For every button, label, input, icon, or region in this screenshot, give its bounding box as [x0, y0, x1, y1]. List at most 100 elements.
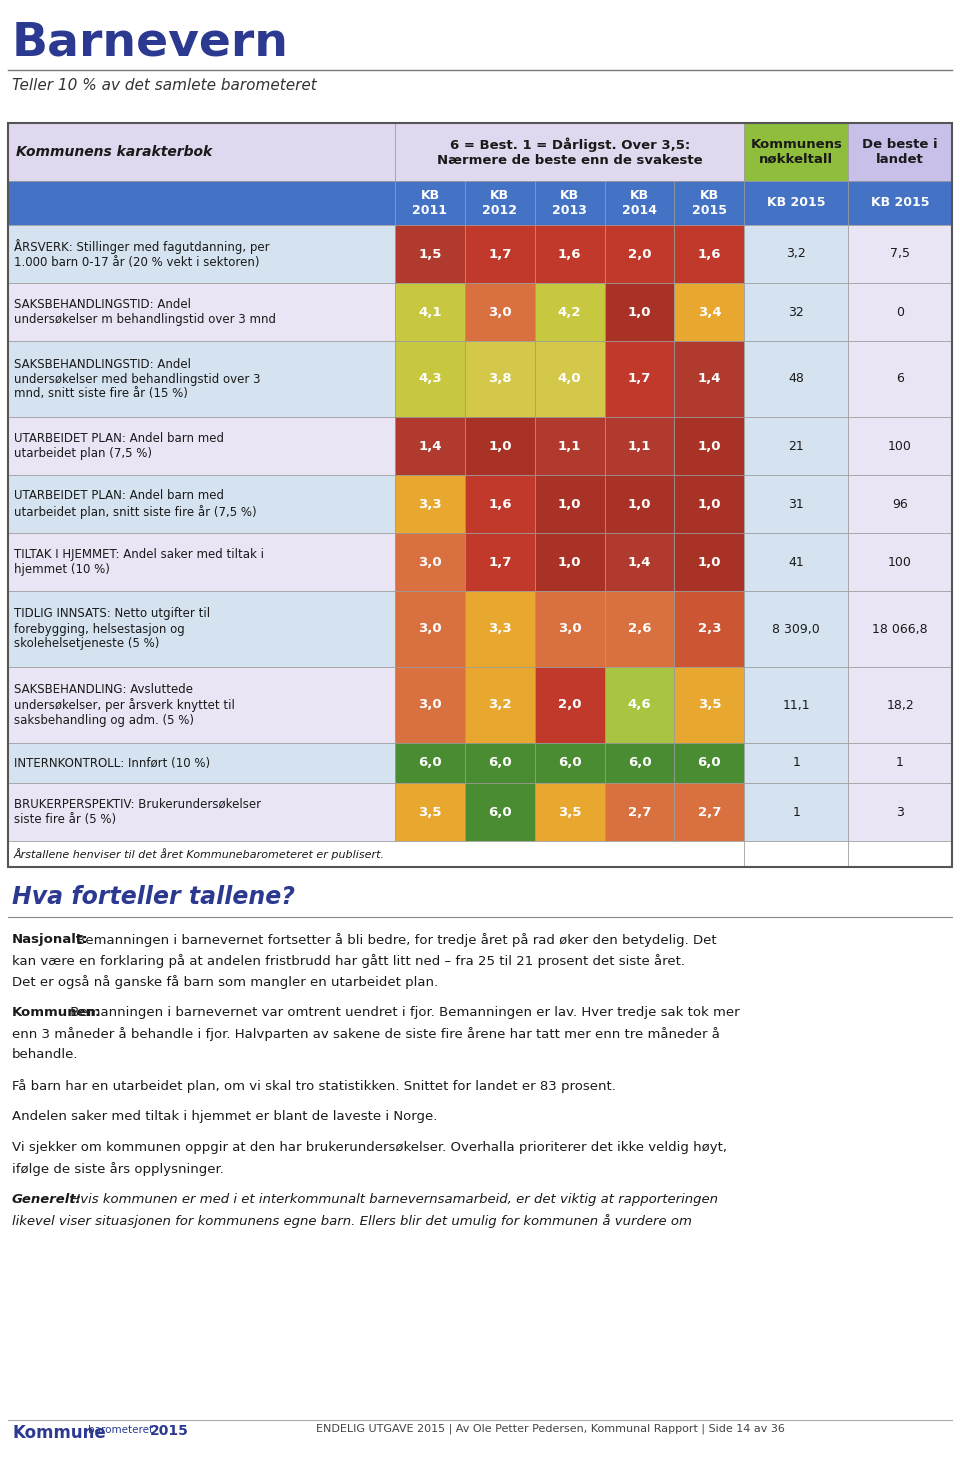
Text: Andelen saker med tiltak i hjemmet er blant de laveste i Norge.: Andelen saker med tiltak i hjemmet er bl…: [12, 1110, 438, 1123]
Bar: [395, 533, 465, 592]
Text: SAKSBEHANDLINGSTID: Andel
undersøkelser m behandlingstid over 3 mnd: SAKSBEHANDLINGSTID: Andel undersøkelser …: [14, 298, 276, 326]
Text: 1,6: 1,6: [488, 498, 512, 511]
Text: 6,0: 6,0: [419, 756, 442, 769]
Bar: [465, 782, 535, 841]
Text: 6,0: 6,0: [488, 756, 512, 769]
Text: 6,0: 6,0: [628, 756, 651, 769]
Text: Barnevern: Barnevern: [12, 21, 289, 65]
Text: Nasjonalt:: Nasjonalt:: [12, 934, 88, 945]
Bar: [605, 666, 675, 743]
Text: 1,4: 1,4: [419, 439, 442, 452]
Bar: [849, 743, 952, 782]
Text: 1,7: 1,7: [488, 555, 512, 568]
Text: 7,5: 7,5: [890, 248, 910, 260]
Text: 2,7: 2,7: [698, 806, 721, 819]
Text: 2,0: 2,0: [628, 248, 651, 260]
Bar: [675, 592, 744, 666]
Bar: [675, 341, 744, 417]
Bar: [849, 841, 952, 868]
Text: SAKSBEHANDLINGSTID: Andel
undersøkelser med behandlingstid over 3
mnd, snitt sis: SAKSBEHANDLINGSTID: Andel undersøkelser …: [14, 358, 260, 401]
Text: 1,5: 1,5: [419, 248, 442, 260]
Text: KB
2012: KB 2012: [482, 189, 517, 217]
Bar: [605, 181, 675, 225]
Bar: [675, 743, 744, 782]
Bar: [8, 533, 395, 592]
Text: 3,0: 3,0: [488, 305, 512, 319]
Text: Hvis kommunen er med i et interkommunalt barnevernsamarbeid, er det viktig at ra: Hvis kommunen er med i et interkommunalt…: [66, 1193, 718, 1207]
Bar: [8, 476, 395, 533]
Bar: [535, 283, 605, 341]
Text: 21: 21: [788, 439, 804, 452]
Text: 6,0: 6,0: [558, 756, 582, 769]
Bar: [849, 782, 952, 841]
Bar: [8, 592, 395, 666]
Text: 31: 31: [788, 498, 804, 511]
Text: barometeret: barometeret: [88, 1425, 154, 1436]
Text: KB 2015: KB 2015: [871, 197, 929, 210]
Text: SAKSBEHANDLING: Avsluttede
undersøkelser, per årsverk knyttet til
saksbehandling: SAKSBEHANDLING: Avsluttede undersøkelser…: [14, 683, 235, 727]
Bar: [395, 181, 465, 225]
Text: Vi sjekker om kommunen oppgir at den har brukerundersøkelser. Overhalla priorite: Vi sjekker om kommunen oppgir at den har…: [12, 1141, 727, 1154]
Bar: [535, 417, 605, 476]
Bar: [849, 417, 952, 476]
Bar: [675, 417, 744, 476]
Text: 3,3: 3,3: [419, 498, 442, 511]
Text: 3,0: 3,0: [419, 622, 442, 636]
Text: 4,0: 4,0: [558, 373, 582, 386]
Text: 1,1: 1,1: [558, 439, 582, 452]
Bar: [744, 181, 849, 225]
Bar: [605, 533, 675, 592]
Text: INTERNKONTROLL: Innført (10 %): INTERNKONTROLL: Innført (10 %): [14, 756, 210, 769]
Text: Kommunens karakterbok: Kommunens karakterbok: [16, 145, 212, 159]
Text: 18,2: 18,2: [886, 699, 914, 712]
Bar: [465, 225, 535, 283]
Text: KB
2011: KB 2011: [413, 189, 447, 217]
Text: 4,2: 4,2: [558, 305, 582, 319]
Text: 18 066,8: 18 066,8: [873, 622, 928, 636]
Text: Bemanningen i barnevernet fortsetter å bli bedre, for tredje året på rad øker de: Bemanningen i barnevernet fortsetter å b…: [73, 934, 717, 947]
Text: 11,1: 11,1: [782, 699, 810, 712]
Bar: [849, 283, 952, 341]
Text: 3,5: 3,5: [558, 806, 582, 819]
Bar: [849, 341, 952, 417]
Bar: [849, 225, 952, 283]
Bar: [675, 782, 744, 841]
Bar: [675, 225, 744, 283]
Bar: [744, 666, 849, 743]
Text: 8 309,0: 8 309,0: [773, 622, 820, 636]
Bar: [465, 283, 535, 341]
Text: enn 3 måneder å behandle i fjor. Halvparten av sakene de siste fire årene har ta: enn 3 måneder å behandle i fjor. Halvpar…: [12, 1028, 720, 1041]
Bar: [395, 782, 465, 841]
Text: 3,2: 3,2: [786, 248, 806, 260]
Text: 3,0: 3,0: [419, 699, 442, 712]
Text: 2,0: 2,0: [558, 699, 582, 712]
Bar: [535, 592, 605, 666]
Text: Hva forteller tallene?: Hva forteller tallene?: [12, 885, 295, 909]
Bar: [605, 743, 675, 782]
Text: 1,6: 1,6: [698, 248, 721, 260]
Bar: [675, 476, 744, 533]
Bar: [744, 743, 849, 782]
Bar: [465, 181, 535, 225]
Text: 1,0: 1,0: [698, 555, 721, 568]
Bar: [8, 666, 395, 743]
Text: 6,0: 6,0: [488, 806, 512, 819]
Text: KB
2013: KB 2013: [552, 189, 588, 217]
Bar: [675, 283, 744, 341]
Text: KB
2015: KB 2015: [692, 189, 727, 217]
Text: 4,3: 4,3: [419, 373, 442, 386]
Bar: [605, 225, 675, 283]
Bar: [535, 225, 605, 283]
Text: 41: 41: [788, 555, 804, 568]
Bar: [395, 225, 465, 283]
Text: 3,0: 3,0: [419, 555, 442, 568]
Bar: [465, 533, 535, 592]
Bar: [465, 417, 535, 476]
Text: 3,0: 3,0: [558, 622, 582, 636]
Bar: [8, 225, 395, 283]
Bar: [395, 123, 744, 181]
Text: Kommunen:: Kommunen:: [12, 1006, 102, 1019]
Bar: [8, 341, 395, 417]
Text: UTARBEIDET PLAN: Andel barn med
utarbeidet plan (7,5 %): UTARBEIDET PLAN: Andel barn med utarbeid…: [14, 432, 224, 459]
Text: KB 2015: KB 2015: [767, 197, 826, 210]
